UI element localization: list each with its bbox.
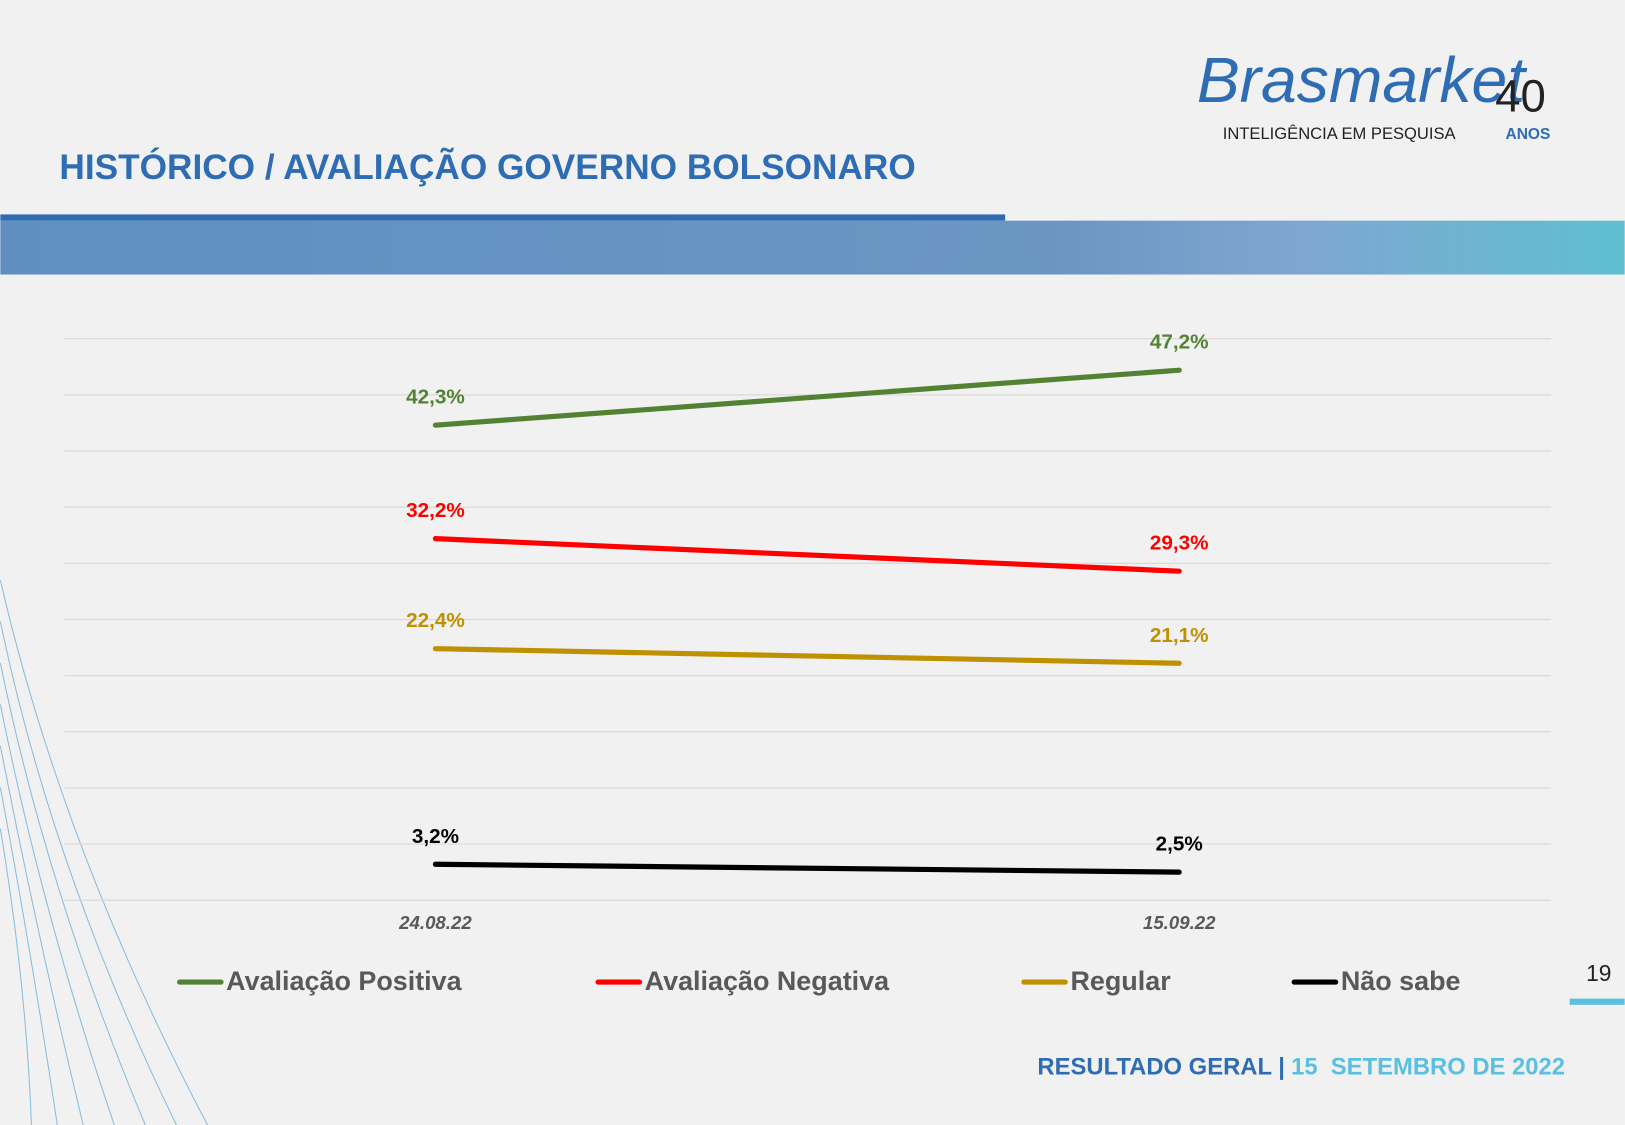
legend-label: Não sabe	[1341, 966, 1461, 996]
logo-years-word: ANOS	[1506, 126, 1551, 143]
page-number: 19	[1586, 960, 1611, 986]
data-label: 3,2%	[412, 825, 459, 848]
header-band	[0, 220, 1625, 275]
decor-curves	[0, 579, 208, 1125]
title-rule	[0, 214, 1006, 221]
legend-label: Avaliação Positiva	[226, 966, 462, 996]
legend-label: Regular	[1070, 966, 1171, 996]
data-label: 2,5%	[1156, 833, 1203, 856]
legend-label: Avaliação Negativa	[645, 966, 890, 996]
series-line	[432, 646, 1182, 666]
footer-label: RESULTADO GERAL |	[1037, 1053, 1284, 1080]
page-rule	[1569, 998, 1625, 1005]
logo-years: 40	[1495, 70, 1546, 121]
chart-title: HISTÓRICO / AVALIAÇÃO GOVERNO BOLSONARO	[59, 147, 915, 187]
data-label: 29,3%	[1150, 532, 1209, 555]
logo: Brasmarket	[1197, 44, 1528, 116]
x-tick-label: 15.09.22	[1143, 912, 1216, 933]
data-label: 32,2%	[406, 499, 465, 522]
series-line	[432, 536, 1182, 574]
footer-date: 15 SETEMBRO DE 2022	[1291, 1053, 1565, 1080]
series-line	[432, 861, 1182, 875]
series-line	[432, 367, 1182, 428]
logo-tagline: INTELIGÊNCIA EM PESQUISA	[1223, 124, 1457, 143]
plot: 24.08.22 15.09.22 42,3% 47,2% Avaliação Posi…	[64, 331, 1552, 996]
x-tick-label: 24.08.22	[398, 912, 472, 933]
data-label: 22,4%	[406, 609, 465, 632]
data-label: 47,2%	[1150, 331, 1209, 354]
data-label: 21,1%	[1150, 624, 1209, 647]
data-label: 42,3%	[406, 386, 465, 409]
